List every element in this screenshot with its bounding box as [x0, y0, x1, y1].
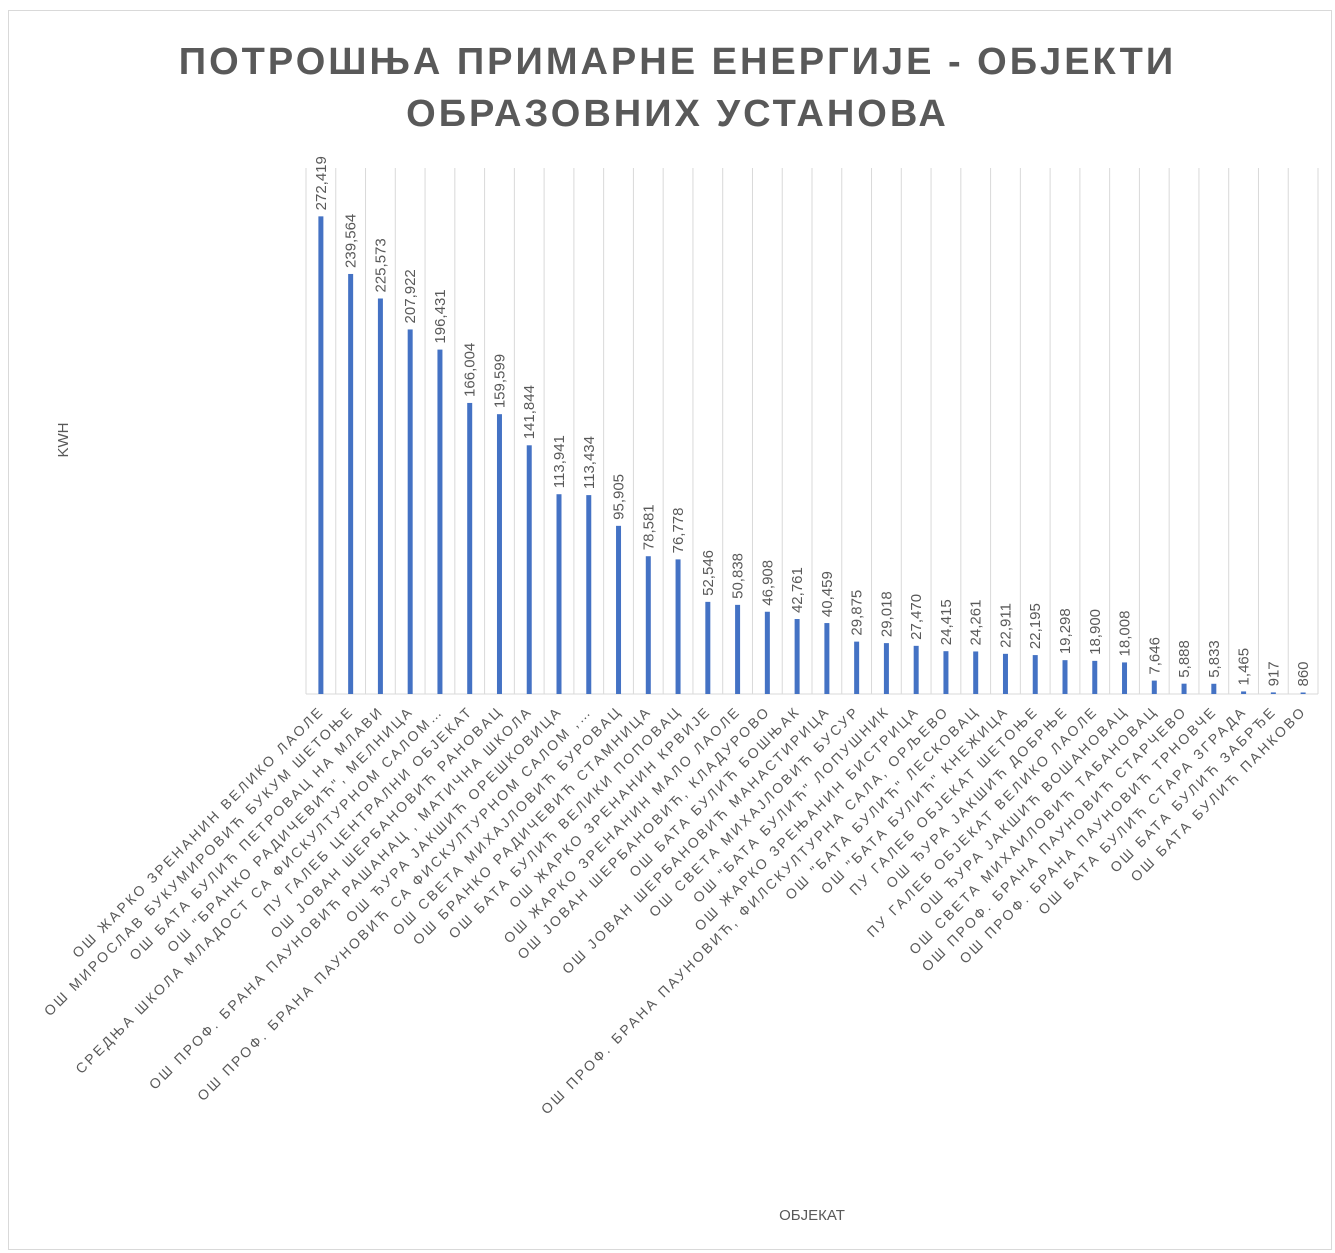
- bar: [496, 414, 502, 694]
- x-axis-label: ОБЈЕКАТ: [779, 1207, 845, 1224]
- bar: [318, 216, 324, 694]
- value-label: 18,900: [1087, 609, 1104, 655]
- bar: [616, 525, 622, 694]
- chart-title: ПОТРОШЊА ПРИМАРНЕ ЕНЕРГИЈЕ - ОБЈЕКТИ ОБР…: [178, 41, 1177, 135]
- value-label: 917: [1265, 661, 1282, 686]
- value-label: 78,581: [640, 504, 657, 550]
- value-label: 24,415: [938, 599, 955, 645]
- bar: [1062, 660, 1068, 694]
- value-label: 18,008: [1117, 611, 1134, 657]
- bar: [973, 651, 979, 694]
- value-label: 95,905: [611, 474, 628, 520]
- value-label: 166,004: [462, 343, 479, 397]
- value-label: 27,470: [908, 594, 925, 640]
- value-label: 22,195: [1027, 603, 1044, 649]
- value-label: 1,465: [1236, 648, 1253, 686]
- value-label: 50,838: [730, 553, 747, 599]
- bar: [1211, 683, 1217, 694]
- bar: [883, 643, 889, 694]
- bar: [735, 604, 741, 694]
- bar: [556, 494, 562, 694]
- y-axis-label: KWH: [55, 423, 72, 458]
- value-label: 29,018: [878, 591, 895, 637]
- bar: [854, 641, 860, 694]
- chart-frame: [8, 10, 1332, 1250]
- bar: [1151, 680, 1157, 694]
- bar: [348, 273, 354, 694]
- value-label: 29,875: [849, 590, 866, 636]
- value-label: 24,261: [968, 600, 985, 646]
- value-label: 40,459: [819, 571, 836, 617]
- value-label: 141,844: [521, 385, 538, 439]
- value-label: 76,778: [670, 507, 687, 553]
- bar: [526, 445, 532, 694]
- bar: [1122, 662, 1128, 694]
- value-label: 239,564: [343, 214, 360, 268]
- value-label: 19,298: [1057, 608, 1074, 654]
- value-label: 42,761: [789, 567, 806, 613]
- value-label: 196,431: [432, 289, 449, 343]
- bar: [1270, 692, 1276, 694]
- value-label: 207,922: [402, 269, 419, 323]
- bar: [794, 619, 800, 694]
- value-label: 272,419: [313, 156, 330, 210]
- bar: [377, 298, 383, 694]
- value-label: 5,888: [1176, 640, 1193, 678]
- bar: [407, 329, 413, 694]
- bar: [467, 402, 473, 694]
- value-label: 7,646: [1146, 637, 1163, 675]
- bar: [705, 601, 711, 694]
- bar: [1241, 691, 1247, 694]
- bar: [764, 611, 770, 694]
- value-label: 860: [1295, 661, 1312, 686]
- bar: [1002, 653, 1008, 694]
- value-label: 52,546: [700, 550, 717, 596]
- bar: [943, 651, 949, 694]
- value-label: 22,911: [997, 603, 1014, 648]
- bar: [1092, 660, 1098, 694]
- bar: [824, 623, 830, 694]
- value-label: 113,941: [551, 435, 568, 488]
- value-label: 46,908: [759, 560, 776, 606]
- bar: [645, 556, 651, 694]
- bar: [1181, 683, 1187, 694]
- value-label: 159,599: [491, 354, 508, 408]
- bar: [913, 645, 919, 694]
- bar: [586, 495, 592, 694]
- bar: [1300, 692, 1306, 694]
- bar: [437, 349, 443, 694]
- bar: [1032, 655, 1038, 694]
- value-label: 225,573: [372, 238, 389, 292]
- bar: [675, 559, 681, 694]
- value-label: 5,833: [1206, 640, 1223, 678]
- value-label: 113,434: [581, 436, 598, 489]
